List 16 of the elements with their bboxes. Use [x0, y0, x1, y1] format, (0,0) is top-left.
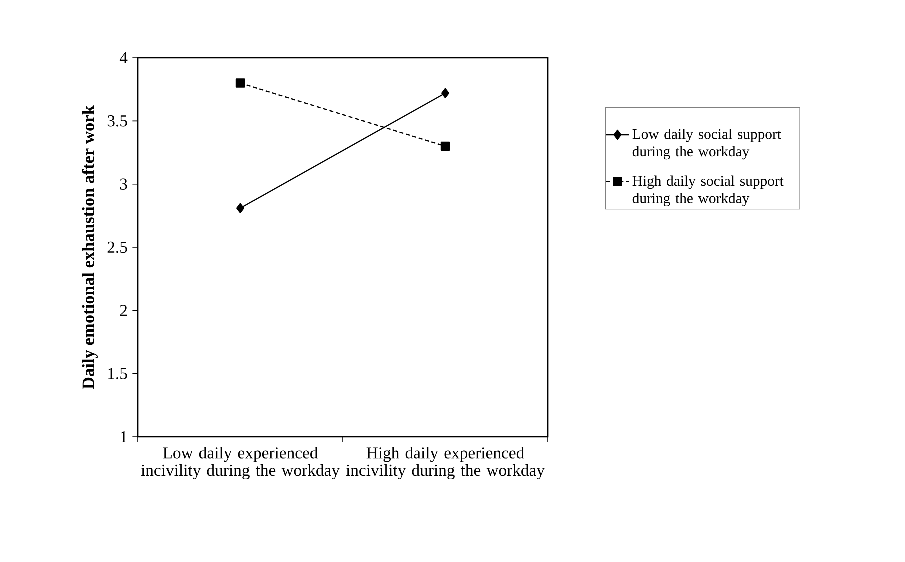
- legend-label: Low daily social support during the workday: [632, 128, 782, 160]
- x-tick-label: High daily experienced incivility during the workday: [346, 447, 545, 480]
- point: [236, 203, 245, 214]
- point: [440, 142, 450, 152]
- y-tick-label: 1: [121, 432, 127, 443]
- y-tick-label: 2: [120, 305, 128, 316]
- y-tick-label: 4: [120, 52, 128, 64]
- y-tick-label: 2.5: [108, 242, 128, 254]
- y-axis-title: Daily emotional exhaustion after work: [82, 106, 98, 390]
- point: [236, 78, 246, 88]
- y-tick-label: 3.5: [108, 116, 128, 127]
- legend-label: High daily social support during the workday: [632, 176, 784, 206]
- y-tick-label: 3: [120, 178, 128, 190]
- point: [442, 88, 450, 99]
- y-tick-label: 1.5: [108, 368, 128, 380]
- x-tick-label: Low daily experienced incivility during the workday: [141, 447, 340, 480]
